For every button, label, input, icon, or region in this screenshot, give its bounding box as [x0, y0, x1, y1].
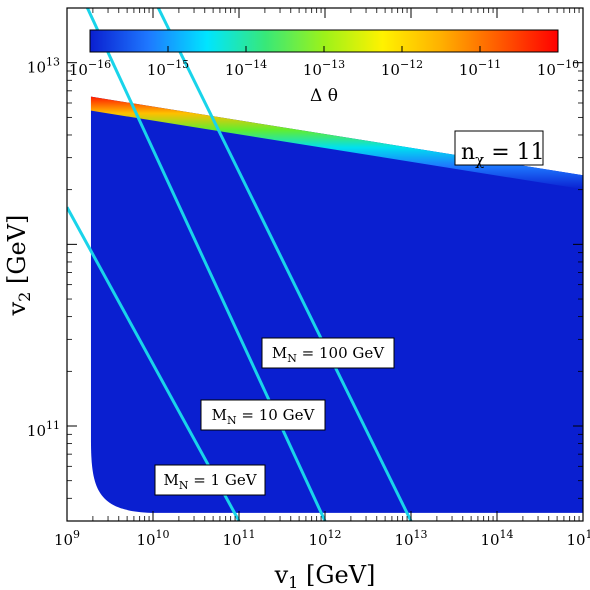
- mass-label-box: [154, 464, 266, 496]
- x-tick-label: 109: [54, 528, 80, 549]
- legend-box: nχ = 11: [454, 130, 545, 169]
- colorbar-tick-label: 10−15: [147, 58, 189, 79]
- y-axis-label: v2 [GeV]: [3, 215, 34, 317]
- mass-label-box: [200, 399, 326, 431]
- x-axis-ticks: 109 1010 1011 1012 1013 1014 1015: [54, 8, 590, 549]
- colorbar-tick-label: 10−11: [459, 58, 501, 79]
- x-tick-label: 1013: [394, 528, 427, 549]
- x-tick-label: 1014: [480, 528, 513, 549]
- mass-line-labels: MN = 1 GeV MN = 10 GeV MN = 100 GeV: [154, 337, 395, 496]
- colorbar-tick-label: 10−13: [303, 58, 345, 79]
- colorbar: 10−16 10−15 10−14 10−13 10−12 10−11 10−10 Δ θ: [69, 29, 579, 106]
- mass-label-3: MN = 100 GeV: [261, 337, 395, 369]
- mass-label-2: MN = 10 GeV: [200, 399, 326, 431]
- plot-frame: [66, 7, 584, 522]
- colorbar-tick-label: 10−10: [537, 58, 579, 79]
- colorbar-tick-label: 10−16: [69, 58, 111, 79]
- x-tick-label: 1012: [308, 528, 341, 549]
- plot-area: [67, 8, 583, 521]
- legend-box-frame: [454, 130, 544, 166]
- mass-label-text: MN = 100 GeV: [272, 344, 385, 365]
- colorbar-tick-label: 10−14: [225, 58, 267, 79]
- colorbar-ticks: 10−16 10−15 10−14 10−13 10−12 10−11 10−10: [69, 46, 579, 79]
- x-tick-label: 1010: [136, 528, 169, 549]
- legend-box-text: nχ = 11: [461, 140, 545, 169]
- legend-sub: χ: [475, 151, 484, 169]
- x-axis-label: v1 [GeV]: [274, 561, 376, 590]
- x-tick-label: 1011: [222, 528, 255, 549]
- x-tick-label: 1015: [566, 528, 590, 549]
- mass-label-text: MN = 1 GeV: [163, 471, 257, 492]
- legend-main: n: [461, 140, 475, 165]
- legend-rest: = 11: [484, 140, 544, 165]
- mass-label-text: MN = 10 GeV: [212, 406, 316, 427]
- mass-label-1: MN = 1 GeV: [154, 464, 266, 496]
- colorbar-label: Δ θ: [310, 86, 338, 106]
- mass-label-box: [261, 337, 395, 369]
- colorbar-tick-label: 10−12: [381, 58, 423, 79]
- mass-line-3: [156, 8, 413, 521]
- y-tick-label: 1011: [27, 419, 60, 440]
- y-tick-label: 1013: [27, 56, 60, 77]
